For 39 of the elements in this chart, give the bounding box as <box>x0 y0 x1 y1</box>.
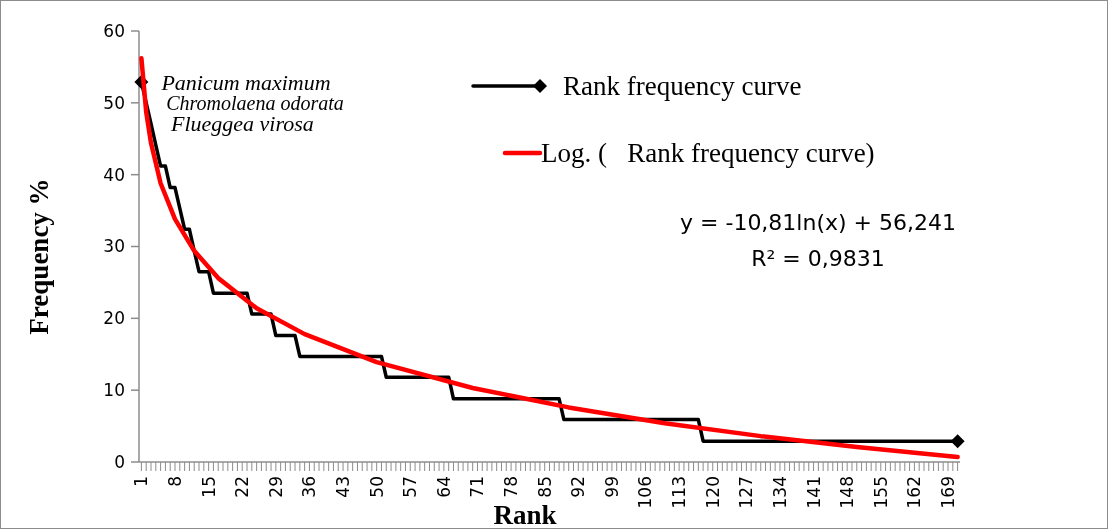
x-tick-label: 120 <box>702 476 723 509</box>
legend-label: Rank frequency curve <box>563 71 802 102</box>
y-tick-label: 40 <box>103 164 125 185</box>
annotation: y = -10,81ln(x) + 56,241 <box>680 209 956 235</box>
y-tick-label: 0 <box>114 451 125 472</box>
x-tick-label: 8 <box>164 476 185 487</box>
x-tick-label: 141 <box>803 476 824 509</box>
x-tick-label: 92 <box>568 476 589 498</box>
x-tick-label: 50 <box>366 476 387 498</box>
y-axis-title: Frequency % <box>24 178 54 335</box>
y-tick-label: 10 <box>103 380 125 401</box>
x-tick-label: 64 <box>433 476 454 498</box>
x-tick-label: 162 <box>904 476 925 509</box>
x-tick-label: 148 <box>837 476 858 509</box>
x-axis-title: Rank <box>493 500 557 529</box>
x-tick-label: 127 <box>736 476 757 509</box>
legend-label: Log. ( Rank frequency curve) <box>541 138 875 169</box>
x-tick-label: 15 <box>198 476 219 498</box>
y-tick-label: 20 <box>103 308 125 329</box>
x-tick-label: 169 <box>937 476 958 509</box>
annotation: R² = 0,9831 <box>751 245 885 271</box>
y-tick-label: 60 <box>103 20 125 41</box>
y-tick-label: 50 <box>103 92 125 113</box>
annotation: Flueggea virosa <box>170 111 314 137</box>
x-tick-label: 1 <box>131 476 152 487</box>
x-tick-label: 71 <box>467 476 488 498</box>
x-tick-label: 43 <box>333 476 353 498</box>
x-tick-label: 22 <box>232 476 253 498</box>
x-tick-label: 155 <box>870 476 891 509</box>
x-tick-label: 57 <box>400 476 421 498</box>
x-tick-label: 29 <box>265 476 286 498</box>
x-tick-label: 106 <box>635 476 656 509</box>
x-tick-label: 36 <box>299 476 320 498</box>
x-tick-label: 134 <box>769 476 790 509</box>
x-tick-label: 113 <box>669 476 690 509</box>
x-tick-label: 78 <box>501 476 522 498</box>
x-tick-label: 85 <box>534 476 555 498</box>
x-tick-label: 99 <box>601 476 622 498</box>
y-tick-label: 30 <box>103 236 125 257</box>
